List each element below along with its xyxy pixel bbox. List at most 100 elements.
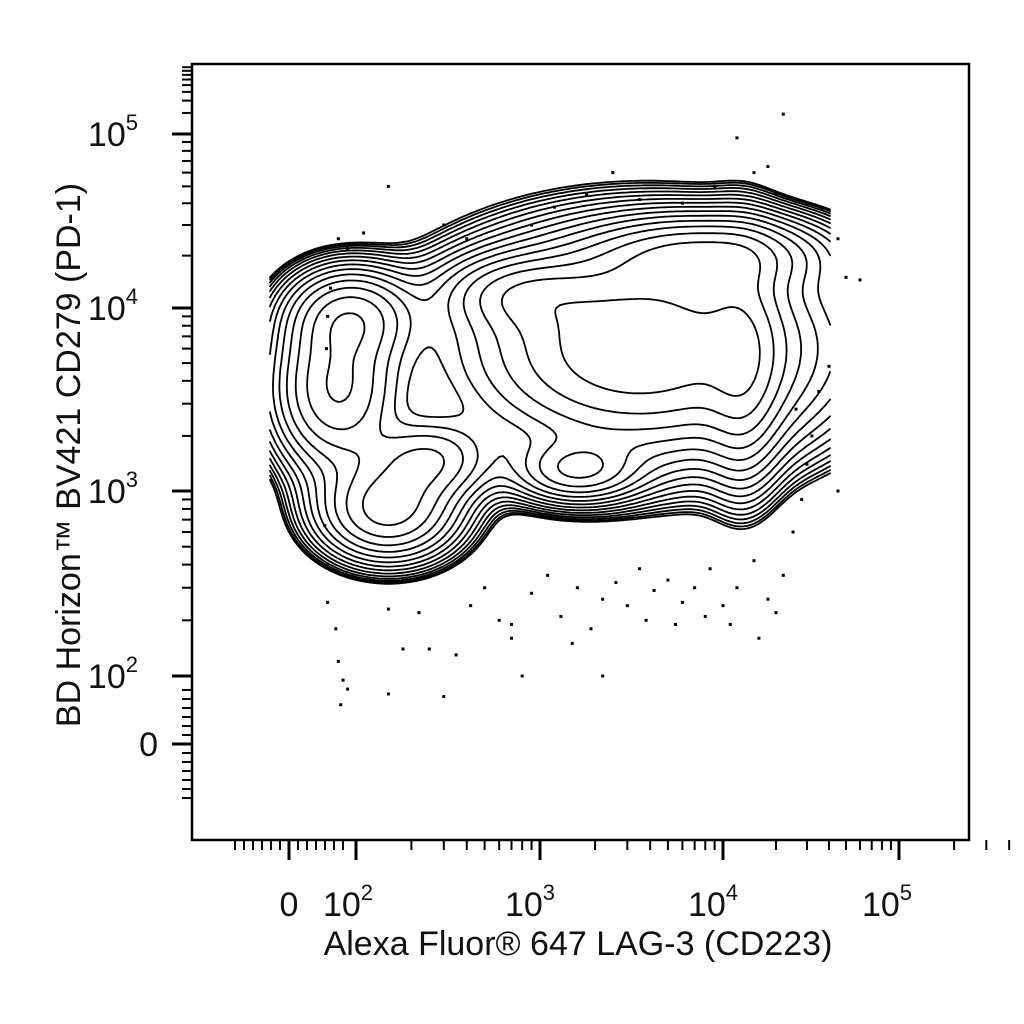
- outlier-dot: [611, 171, 615, 175]
- outlier-dot: [585, 192, 589, 196]
- outlier-dot: [644, 618, 648, 622]
- contour-level: [554, 298, 761, 397]
- outlier-dot: [791, 530, 795, 534]
- outlier-dot: [520, 674, 524, 678]
- outlier-dot: [601, 597, 605, 601]
- outlier-dot: [362, 231, 366, 235]
- outlier-dot: [805, 462, 809, 466]
- outlier-dot: [817, 389, 821, 393]
- outlier-dot: [417, 611, 421, 615]
- y-tick-label: 0: [139, 726, 158, 764]
- outlier-dot: [735, 586, 739, 590]
- outlier-dot: [336, 659, 340, 663]
- outlier-dot: [339, 703, 343, 707]
- contour-level: [278, 214, 831, 553]
- outlier-dot: [774, 611, 778, 615]
- outlier-dot: [794, 407, 798, 411]
- outlier-dot: [509, 622, 513, 626]
- x-tick-label: 103: [505, 880, 555, 924]
- contour-level: [285, 219, 819, 547]
- y-tick-label: 103: [88, 467, 138, 511]
- outlier-dot: [614, 581, 618, 585]
- outlier-dot: [324, 347, 328, 351]
- outlier-dot: [465, 237, 469, 241]
- outlier-dot: [530, 591, 534, 595]
- x-axis: 0 102 103 104 105: [234, 840, 1011, 924]
- x-axis-label: Alexa Fluor® 647 LAG-3 (CD223): [324, 925, 833, 963]
- outlier-dot: [401, 647, 405, 651]
- outlier-dot: [570, 641, 574, 645]
- y-tick-label: 104: [88, 284, 138, 328]
- outlier-dot: [497, 618, 501, 622]
- outlier-dot: [328, 286, 332, 290]
- contour-level: [272, 210, 831, 559]
- outlier-dot: [509, 636, 513, 640]
- outlier-dot: [752, 559, 756, 563]
- contour-level: [269, 179, 831, 585]
- contour-level: [269, 205, 831, 564]
- outlier-dot: [666, 578, 670, 582]
- contour-level: [269, 193, 831, 575]
- outlier-dot: [810, 434, 814, 438]
- contour-lines: [269, 179, 831, 585]
- contour-level: [269, 201, 831, 568]
- outlier-dot: [386, 692, 390, 696]
- outlier-dot: [589, 627, 593, 631]
- outlier-dot: [752, 171, 756, 175]
- outlier-dot: [546, 573, 550, 577]
- contour-level: [269, 187, 831, 580]
- plot-frame: [190, 62, 971, 842]
- outlier-dot: [326, 314, 330, 318]
- outlier-dot: [346, 687, 350, 691]
- y-tick-label: 102: [88, 652, 138, 696]
- outlier-dot: [693, 586, 697, 590]
- outlier-dot: [858, 278, 862, 282]
- contour-level: [294, 225, 802, 538]
- outlier-dot: [673, 622, 677, 626]
- outlier-dot: [483, 586, 487, 590]
- outlier-dot: [638, 567, 642, 571]
- outlier-dot: [326, 563, 330, 567]
- y-tick-label: 105: [88, 110, 138, 154]
- outlier-dot: [757, 636, 761, 640]
- outlier-dot: [625, 604, 629, 608]
- outlier-dot: [708, 567, 712, 571]
- contour-level: [269, 190, 831, 578]
- contour-level: [325, 241, 775, 420]
- x-tick-label: 104: [688, 880, 738, 924]
- outlier-dot: [781, 573, 785, 577]
- outlier-dot: [680, 600, 684, 604]
- contour-level: [269, 181, 831, 584]
- outlier-dot: [334, 627, 338, 631]
- outlier-dot: [336, 237, 340, 241]
- x-tick-label: 0: [280, 886, 299, 924]
- outlier-dot: [341, 678, 345, 682]
- y-axis-label: BD Horizon™ BV421 CD279 (PD-1): [50, 183, 88, 727]
- contour-level: [306, 232, 788, 526]
- outlier-dot: [721, 604, 725, 608]
- outlier-dot: [836, 237, 840, 241]
- outlier-dot: [559, 614, 563, 618]
- x-tick-label: 102: [323, 880, 373, 924]
- outlier-dot: [703, 614, 707, 618]
- outlier-dot: [844, 275, 848, 279]
- outlier-dot: [766, 597, 770, 601]
- outlier-dot: [735, 136, 739, 140]
- outlier-dot: [442, 694, 446, 698]
- outlier-dot: [386, 607, 390, 611]
- outlier-dot: [781, 112, 785, 116]
- contour-level: [269, 197, 831, 572]
- outlier-dot: [326, 600, 330, 604]
- outlier-dot: [601, 674, 605, 678]
- outlier-dot: [766, 165, 770, 169]
- outlier-dot: [728, 622, 732, 626]
- outlier-dot: [427, 647, 431, 651]
- outlier-dot: [836, 489, 840, 493]
- outlier-dot: [469, 604, 473, 608]
- outlier-dot: [386, 184, 390, 188]
- outlier-dot: [652, 588, 656, 592]
- x-tick-label: 105: [862, 880, 912, 924]
- outlier-dot: [800, 497, 804, 501]
